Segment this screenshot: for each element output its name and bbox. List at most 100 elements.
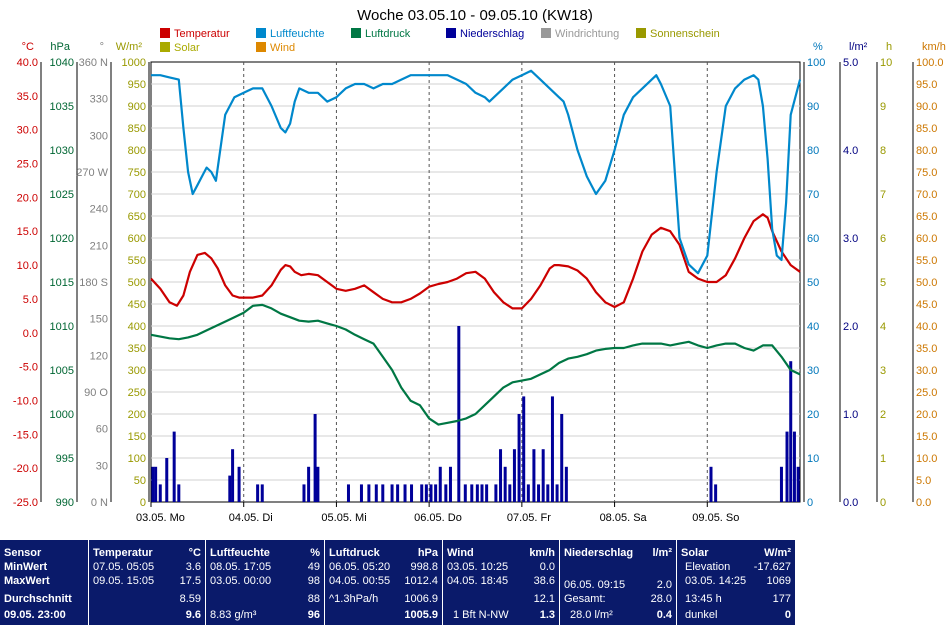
axis-tick-label: 5.0 <box>843 57 858 69</box>
niederschlag-bar <box>410 484 414 502</box>
axis-tick-label: 20.0 <box>916 409 937 421</box>
legend-label: Temperatur <box>174 28 230 40</box>
solar-elevation-label: Elevation <box>685 561 731 573</box>
niederschlag-bar <box>526 484 530 502</box>
solar-sun-hours: 13:45 h <box>685 593 722 605</box>
temperatur-max-value: 17.5 <box>179 575 201 587</box>
maxwert-label: MaxWert <box>4 575 50 587</box>
axis-tick-label: 65.0 <box>916 211 937 223</box>
niederschlag-bar <box>532 449 536 502</box>
axis-tick-label: 80.0 <box>916 145 937 157</box>
luftdruck-unit: hPa <box>417 547 438 559</box>
axis-tick-label: 75.0 <box>916 167 937 179</box>
niederschlag-bar <box>424 484 428 502</box>
axis-tick-label: 210 <box>90 240 108 252</box>
axis-tick-label: 550 <box>128 255 146 267</box>
axis-tick-label: 40.0 <box>916 321 937 333</box>
axis-unit-label: hPa <box>50 41 70 53</box>
luftfeuchte-unit: % <box>310 547 320 559</box>
axis-tick-label: 50 <box>807 277 819 289</box>
luftfeuchte-max-value: 98 <box>307 575 320 587</box>
axis-tick-label: 900 <box>128 101 146 113</box>
axis-tick-label: 25.0 <box>17 159 38 171</box>
axis-tick-label: 8 <box>880 145 886 157</box>
axis-tick-label: 80 <box>807 145 819 157</box>
legend-label: Solar <box>174 42 200 54</box>
axis-tick-label: 300 <box>90 130 108 142</box>
axis-tick-label: 3.0 <box>843 233 858 245</box>
niederschlag-bar <box>499 449 503 502</box>
niederschlag-bar <box>172 431 176 502</box>
axis-tick-label: 0 <box>807 497 813 509</box>
niederschlag-bar <box>503 466 507 502</box>
axis-unit-label: l/m² <box>849 41 868 53</box>
axis-tick-label: 1000 <box>122 57 146 69</box>
axis-tick-label: 330 <box>90 94 108 106</box>
axis-tick-label: 0 <box>880 497 886 509</box>
niederschlag-bar <box>714 484 718 502</box>
axis-tick-label: 3 <box>880 365 886 377</box>
niederschlag-bar <box>485 484 489 502</box>
axis-tick-label: 450 <box>128 299 146 311</box>
niederschlag-bar <box>260 484 264 502</box>
stats-luftfeuchte-column: Luftfeuchte% 08.05. 17:05 49 03.05. 00:00… <box>205 540 324 625</box>
niederschlag-bar <box>546 484 550 502</box>
niederschlag-bar <box>367 484 371 502</box>
axis-tick-label: 40 <box>807 321 819 333</box>
axis-tick-label: 55.0 <box>916 255 937 267</box>
axis-tick-label: 0.0 <box>916 497 931 509</box>
x-tick-label: 05.05. Mi <box>321 512 366 524</box>
axis-tick-label: 1030 <box>50 145 74 157</box>
stats-table: Sensor MinWert MaxWert Durchschnitt 09.0… <box>0 540 950 625</box>
solar-max-value: 1069 <box>766 575 791 587</box>
wind-unit: km/h <box>529 547 555 559</box>
axis-tick-label: 1000 <box>50 409 74 421</box>
axis-tick-label: 0 <box>140 497 146 509</box>
niederschlag-bar <box>475 484 479 502</box>
legend-swatch <box>160 28 170 38</box>
axis-tick-label: 150 <box>128 431 146 443</box>
x-tick-label: 04.05. Di <box>229 512 273 524</box>
niederschlag-bar <box>494 484 498 502</box>
axis-tick-label: 1.0 <box>843 409 858 421</box>
axis-tick-label: 95.0 <box>916 79 937 91</box>
luftdruck-average: 1006.9 <box>404 593 438 605</box>
niederschlag-bar <box>522 396 526 502</box>
axis-tick-label: 15.0 <box>17 226 38 238</box>
legend-label: Windrichtung <box>555 28 619 40</box>
wind-min-time: 03.05. 10:25 <box>447 561 509 573</box>
axis-tick-label: 60 <box>807 233 819 245</box>
axis-tick-label: 9 <box>880 101 886 113</box>
axis-unit-label: W/m² <box>116 41 143 53</box>
axis-tick-label: 1025 <box>50 189 74 201</box>
wind-min-value: 0.0 <box>539 561 555 573</box>
axis-tick-label: 10.0 <box>17 260 38 272</box>
sensor-header: Sensor <box>4 547 42 559</box>
axis-tick-label: 90.0 <box>916 101 937 113</box>
legend-swatch <box>256 28 266 38</box>
stats-wind-column: Wind km/h 03.05. 10:25 0.0 04.05. 18:45 38.… <box>442 540 559 625</box>
axis-tick-label: 60 <box>96 424 108 436</box>
solar-header: Solar <box>681 547 709 559</box>
axis-tick-label: 1020 <box>50 233 74 245</box>
axis-tick-label: 10 <box>880 57 892 69</box>
stats-solar-column: Solar W/m² Elevation -17.627 03.05. 14:25 1… <box>676 540 795 625</box>
axis-tick-label: 30 <box>96 460 108 472</box>
luftdruck-trend: ^1.3hPa/h <box>329 593 379 605</box>
niederschlag-bar <box>463 484 467 502</box>
axis-tick-label: 990 <box>56 497 74 509</box>
axis-units: °C hPa ° W/m²% l/m² h km/h <box>22 41 946 53</box>
niederschlag-bar <box>346 484 350 502</box>
axis-tick-label: 100 <box>807 57 825 69</box>
axis-tick-label: 120 <box>90 350 108 362</box>
niederschlag-max-value: 2.0 <box>656 579 672 591</box>
temperatur-current: 9.6 <box>185 609 201 621</box>
niederschlag-bar <box>359 484 363 502</box>
niederschlag-bar <box>151 466 155 502</box>
legend-swatch <box>256 42 266 52</box>
solar-elevation: -17.627 <box>753 561 791 573</box>
axis-tick-label: 2.0 <box>843 321 858 333</box>
axis-tick-label: 600 <box>128 233 146 245</box>
weather-chart: Woche 03.05.10 - 09.05.10 (KW18) Tempera… <box>13 7 946 524</box>
niederschlag-max-time: 06.05. 09:15 <box>564 579 626 591</box>
